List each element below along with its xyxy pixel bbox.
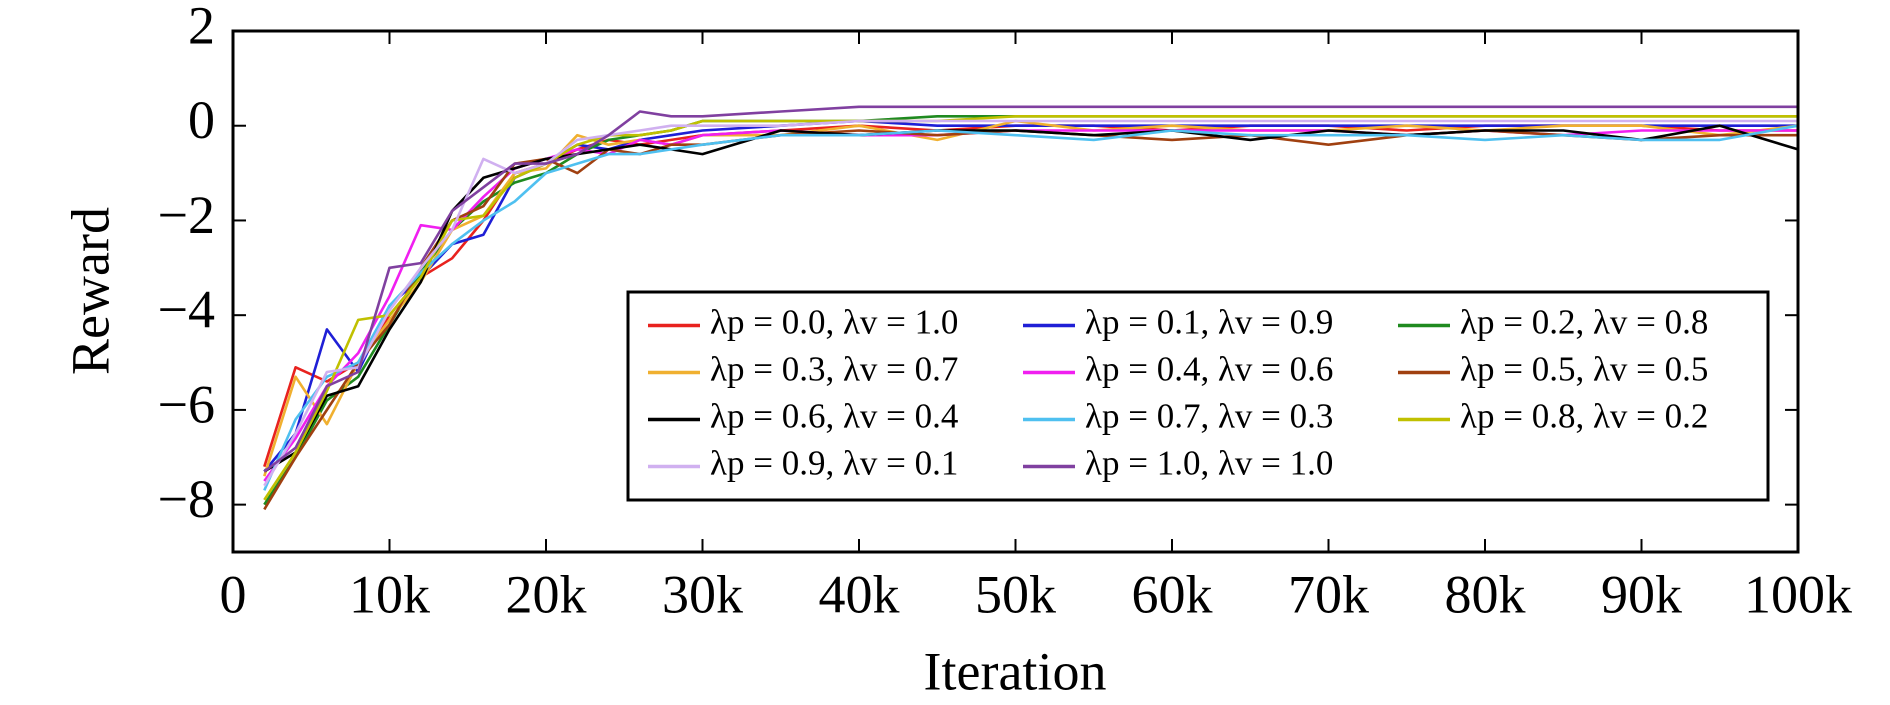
x-tick-label: 30k [662, 564, 743, 624]
legend-label: λp = 0.0, λv = 1.0 [710, 303, 958, 342]
x-tick-label: 70k [1288, 564, 1369, 624]
legend-label: λp = 0.6, λv = 0.4 [710, 397, 958, 436]
y-tick-label: 2 [188, 0, 215, 55]
x-tick-label: 50k [975, 564, 1056, 624]
x-tick-label: 20k [506, 564, 587, 624]
legend-label: λp = 0.5, λv = 0.5 [1460, 350, 1708, 389]
x-tick-label: 60k [1132, 564, 1213, 624]
legend-label: λp = 0.9, λv = 0.1 [710, 444, 958, 483]
y-axis-label: Reward [60, 207, 120, 375]
x-axis-label: Iteration [924, 641, 1107, 701]
y-tick-label: −8 [158, 469, 215, 529]
x-tick-label: 10k [349, 564, 430, 624]
x-tick-label: 90k [1601, 564, 1682, 624]
series-line [263, 119, 1798, 487]
y-tick-label: −6 [158, 374, 215, 434]
legend-label: λp = 0.8, λv = 0.2 [1460, 397, 1708, 436]
legend-label: λp = 0.2, λv = 0.8 [1460, 303, 1708, 342]
legend-label: λp = 0.4, λv = 0.6 [1085, 350, 1333, 389]
legend-label: λp = 1.0, λv = 1.0 [1085, 444, 1333, 483]
legend-label: λp = 0.3, λv = 0.7 [710, 350, 958, 389]
y-tick-label: −4 [158, 280, 215, 340]
x-tick-label: 80k [1445, 564, 1526, 624]
legend-box [626, 290, 1770, 502]
series-line [263, 105, 1798, 473]
y-tick-label: −2 [158, 185, 215, 245]
x-tick-label: 0 [220, 564, 247, 624]
x-tick-label: 100k [1744, 564, 1852, 624]
plot-frame [231, 29, 1800, 554]
series-line [263, 124, 1799, 473]
series-line [263, 115, 1798, 501]
legend-label: λp = 0.7, λv = 0.3 [1085, 397, 1333, 436]
legend-label: λp = 0.1, λv = 0.9 [1085, 303, 1333, 342]
x-tick-label: 40k [819, 564, 900, 624]
y-tick-label: 0 [188, 90, 215, 150]
